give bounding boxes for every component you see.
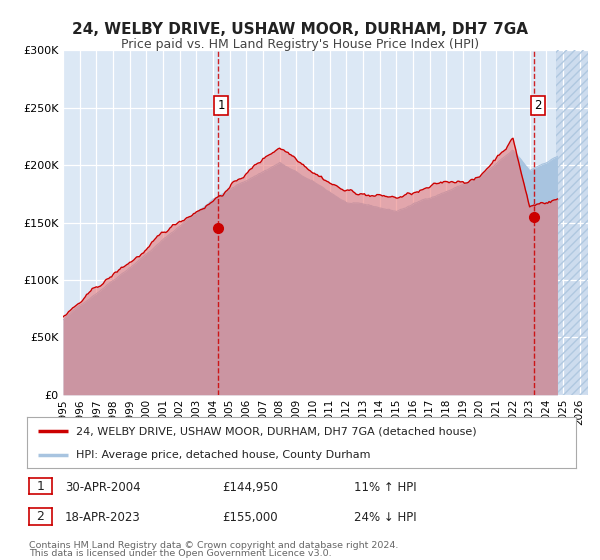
Text: Price paid vs. HM Land Registry's House Price Index (HPI): Price paid vs. HM Land Registry's House … — [121, 38, 479, 50]
Text: This data is licensed under the Open Government Licence v3.0.: This data is licensed under the Open Gov… — [29, 549, 331, 558]
Text: £144,950: £144,950 — [222, 480, 278, 494]
Text: 30-APR-2004: 30-APR-2004 — [65, 480, 140, 494]
Text: 1: 1 — [36, 479, 44, 493]
Bar — [556, 50, 588, 395]
Text: 1: 1 — [217, 99, 225, 112]
Text: 24, WELBY DRIVE, USHAW MOOR, DURHAM, DH7 7GA (detached house): 24, WELBY DRIVE, USHAW MOOR, DURHAM, DH7… — [76, 426, 477, 436]
Text: Contains HM Land Registry data © Crown copyright and database right 2024.: Contains HM Land Registry data © Crown c… — [29, 541, 398, 550]
Text: 2: 2 — [36, 510, 44, 523]
Text: 24, WELBY DRIVE, USHAW MOOR, DURHAM, DH7 7GA: 24, WELBY DRIVE, USHAW MOOR, DURHAM, DH7… — [72, 22, 528, 38]
Text: 2: 2 — [534, 99, 542, 112]
Bar — [556, 50, 588, 395]
Text: 18-APR-2023: 18-APR-2023 — [65, 511, 140, 524]
Text: £155,000: £155,000 — [222, 511, 278, 524]
Text: HPI: Average price, detached house, County Durham: HPI: Average price, detached house, Coun… — [76, 450, 371, 460]
Text: 11% ↑ HPI: 11% ↑ HPI — [354, 480, 416, 494]
Text: 24% ↓ HPI: 24% ↓ HPI — [354, 511, 416, 524]
